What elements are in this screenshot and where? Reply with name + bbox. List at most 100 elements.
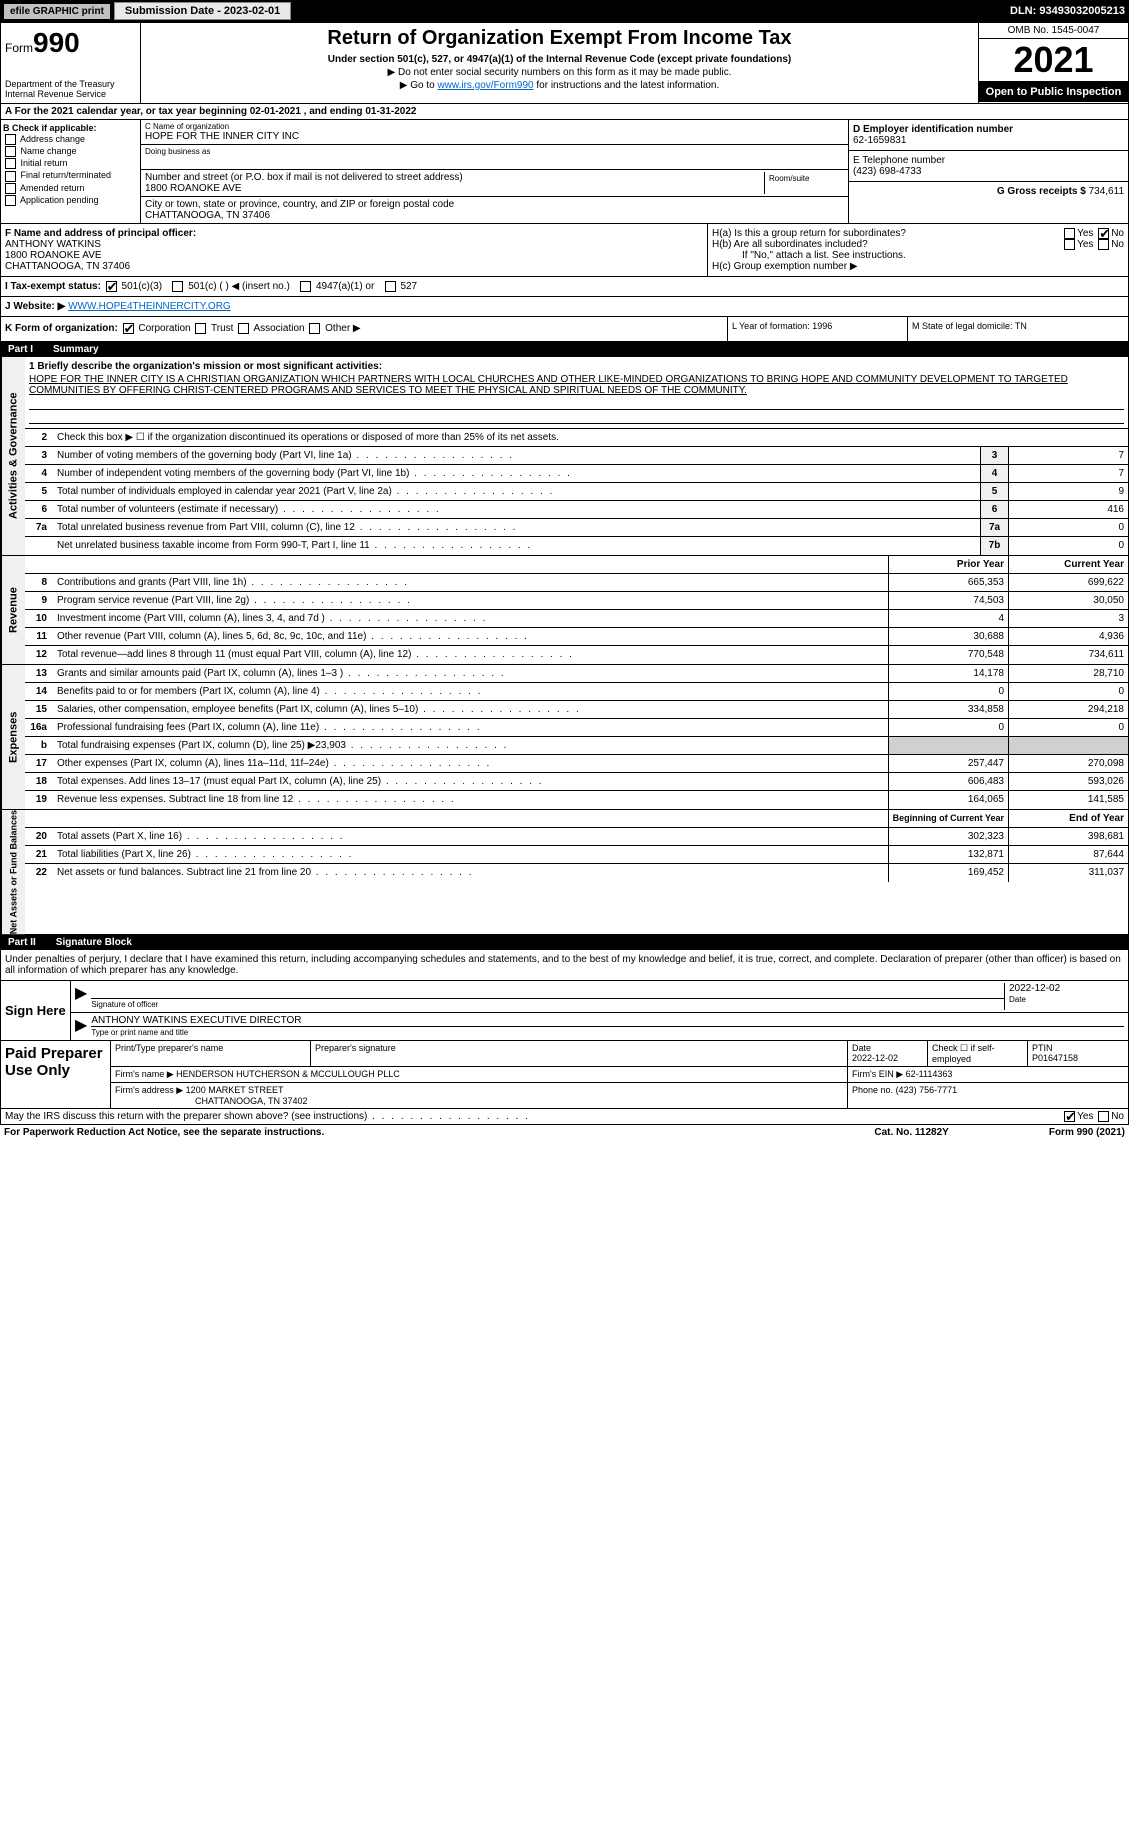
check-initial[interactable]: Initial return bbox=[3, 158, 138, 169]
status-527[interactable] bbox=[385, 281, 396, 292]
table-row: 15 Salaries, other compensation, employe… bbox=[25, 701, 1128, 719]
officer-name: ANTHONY WATKINS EXECUTIVE DIRECTOR bbox=[91, 1015, 1124, 1027]
dln-text: DLN: 93493032005213 bbox=[1010, 5, 1125, 17]
table-row: 16a Professional fundraising fees (Part … bbox=[25, 719, 1128, 737]
principal-officer: F Name and address of principal officer:… bbox=[1, 224, 708, 276]
check-name[interactable]: Name change bbox=[3, 146, 138, 157]
ein-value: 62-1659831 bbox=[853, 135, 1124, 146]
open-public: Open to Public Inspection bbox=[979, 82, 1128, 102]
hb-yes[interactable] bbox=[1064, 239, 1075, 250]
right-info: D Employer identification number 62-1659… bbox=[848, 120, 1128, 223]
submission-date-button[interactable]: Submission Date - 2023-02-01 bbox=[114, 2, 291, 20]
status-501c[interactable] bbox=[172, 281, 183, 292]
exp-label: Expenses bbox=[1, 665, 25, 809]
website-link[interactable]: WWW.HOPE4THEINNERCITY.ORG bbox=[68, 301, 231, 312]
gov-label: Activities & Governance bbox=[1, 357, 25, 555]
tax-year-row: A For the 2021 calendar year, or tax yea… bbox=[0, 104, 1129, 120]
table-row: 5 Total number of individuals employed i… bbox=[25, 483, 1128, 501]
table-row: 14 Benefits paid to or for members (Part… bbox=[25, 683, 1128, 701]
topbar: efile GRAPHIC print Submission Date - 20… bbox=[0, 0, 1129, 22]
irs-link[interactable]: www.irs.gov/Form990 bbox=[437, 80, 533, 91]
discuss-no[interactable] bbox=[1098, 1111, 1109, 1122]
form-other[interactable] bbox=[309, 323, 320, 334]
form-number: Form990 bbox=[5, 27, 136, 59]
governance-section: Activities & Governance 1 Briefly descri… bbox=[0, 357, 1129, 556]
table-row: 18 Total expenses. Add lines 13–17 (must… bbox=[25, 773, 1128, 791]
tax-status-row: I Tax-exempt status: 501(c)(3) 501(c) ( … bbox=[0, 277, 1129, 297]
form-assoc[interactable] bbox=[238, 323, 249, 334]
table-row: 4 Number of independent voting members o… bbox=[25, 465, 1128, 483]
revenue-section: Revenue Prior Year Current Year 8 Contri… bbox=[0, 556, 1129, 665]
table-row: b Total fundraising expenses (Part IX, c… bbox=[25, 737, 1128, 755]
check-applicable: B Check if applicable: Address change Na… bbox=[1, 120, 141, 223]
footer: For Paperwork Reduction Act Notice, see … bbox=[0, 1125, 1129, 1140]
table-row: 17 Other expenses (Part IX, column (A), … bbox=[25, 755, 1128, 773]
form-title: Return of Organization Exempt From Incom… bbox=[145, 27, 974, 50]
note-1: ▶ Do not enter social security numbers o… bbox=[145, 67, 974, 78]
check-address[interactable]: Address change bbox=[3, 134, 138, 145]
declaration: Under penalties of perjury, I declare th… bbox=[1, 950, 1128, 981]
expenses-section: Expenses 13 Grants and similar amounts p… bbox=[0, 665, 1129, 810]
discuss-yes[interactable] bbox=[1064, 1111, 1075, 1122]
table-row: 3 Number of voting members of the govern… bbox=[25, 447, 1128, 465]
ptin-value: P01647158 bbox=[1032, 1053, 1078, 1063]
form-corp[interactable] bbox=[123, 323, 134, 334]
hb-no[interactable] bbox=[1098, 239, 1109, 250]
part1-header: Part I Summary bbox=[0, 342, 1129, 357]
form-header: Form990 Department of the Treasury Inter… bbox=[0, 22, 1129, 104]
table-row: 22 Net assets or fund balances. Subtract… bbox=[25, 864, 1128, 882]
table-row: 9 Program service revenue (Part VIII, li… bbox=[25, 592, 1128, 610]
rev-label: Revenue bbox=[1, 556, 25, 664]
section-b: B Check if applicable: Address change Na… bbox=[0, 120, 1129, 224]
header-right: OMB No. 1545-0047 2021 Open to Public In… bbox=[978, 23, 1128, 103]
table-row: 6 Total number of volunteers (estimate i… bbox=[25, 501, 1128, 519]
phone-value: (423) 698-4733 bbox=[853, 166, 1124, 177]
header-left: Form990 Department of the Treasury Inter… bbox=[1, 23, 141, 103]
table-row: 7a Total unrelated business revenue from… bbox=[25, 519, 1128, 537]
omb-number: OMB No. 1545-0047 bbox=[979, 23, 1128, 39]
firm-name: HENDERSON HUTCHERSON & MCCULLOUGH PLLC bbox=[176, 1069, 400, 1079]
org-info: C Name of organization HOPE FOR THE INNE… bbox=[141, 120, 848, 223]
table-row: 21 Total liabilities (Part X, line 26) 1… bbox=[25, 846, 1128, 864]
city-state-zip: CHATTANOOGA, TN 37406 bbox=[145, 210, 844, 221]
table-row: 8 Contributions and grants (Part VIII, l… bbox=[25, 574, 1128, 592]
fg-row: F Name and address of principal officer:… bbox=[0, 224, 1129, 277]
city-label: City or town, state or province, country… bbox=[145, 199, 844, 210]
dba-label: Doing business as bbox=[145, 147, 844, 156]
phone-label: E Telephone number bbox=[853, 155, 1124, 166]
header-mid: Return of Organization Exempt From Incom… bbox=[141, 23, 978, 103]
check-pending[interactable]: Application pending bbox=[3, 195, 138, 206]
table-row: 10 Investment income (Part VIII, column … bbox=[25, 610, 1128, 628]
website-row: J Website: ▶ WWW.HOPE4THEINNERCITY.ORG bbox=[0, 297, 1129, 317]
check-final[interactable]: Final return/terminated bbox=[3, 170, 138, 181]
check-amended[interactable]: Amended return bbox=[3, 183, 138, 194]
note-2: ▶ Go to www.irs.gov/Form990 for instruct… bbox=[145, 80, 974, 91]
table-row: Net unrelated business taxable income fr… bbox=[25, 537, 1128, 555]
signature-section: Under penalties of perjury, I declare th… bbox=[0, 950, 1129, 1109]
addr-label: Number and street (or P.O. box if mail i… bbox=[145, 172, 764, 183]
table-row: 13 Grants and similar amounts paid (Part… bbox=[25, 665, 1128, 683]
part2-header: Part II Signature Block bbox=[0, 935, 1129, 950]
table-row: 11 Other revenue (Part VIII, column (A),… bbox=[25, 628, 1128, 646]
room-suite: Room/suite bbox=[764, 172, 844, 194]
dept-text: Department of the Treasury Internal Reve… bbox=[5, 79, 136, 99]
table-row: 12 Total revenue—add lines 8 through 11 … bbox=[25, 646, 1128, 664]
org-name: HOPE FOR THE INNER CITY INC bbox=[145, 131, 844, 142]
form-trust[interactable] bbox=[195, 323, 206, 334]
year-formation: L Year of formation: 1996 bbox=[728, 317, 908, 340]
status-4947[interactable] bbox=[300, 281, 311, 292]
sign-here-label: Sign Here bbox=[1, 981, 71, 1040]
ha-yes[interactable] bbox=[1064, 228, 1075, 239]
group-return: H(a) Is this a group return for subordin… bbox=[708, 224, 1128, 276]
mission-text: HOPE FOR THE INNER CITY IS A CHRISTIAN O… bbox=[29, 374, 1124, 396]
gross-label: G Gross receipts $ bbox=[997, 186, 1086, 197]
discuss-row: May the IRS discuss this return with the… bbox=[0, 1109, 1129, 1125]
state-domicile: M State of legal domicile: TN bbox=[908, 317, 1128, 340]
net-label: Net Assets or Fund Balances bbox=[1, 810, 25, 934]
street-address: 1800 ROANOKE AVE bbox=[145, 183, 764, 194]
gross-value: 734,611 bbox=[1089, 186, 1124, 197]
status-501c3[interactable] bbox=[106, 281, 117, 292]
ha-no[interactable] bbox=[1098, 228, 1109, 239]
table-row: 20 Total assets (Part X, line 16) 302,32… bbox=[25, 828, 1128, 846]
ein-label: D Employer identification number bbox=[853, 124, 1124, 135]
